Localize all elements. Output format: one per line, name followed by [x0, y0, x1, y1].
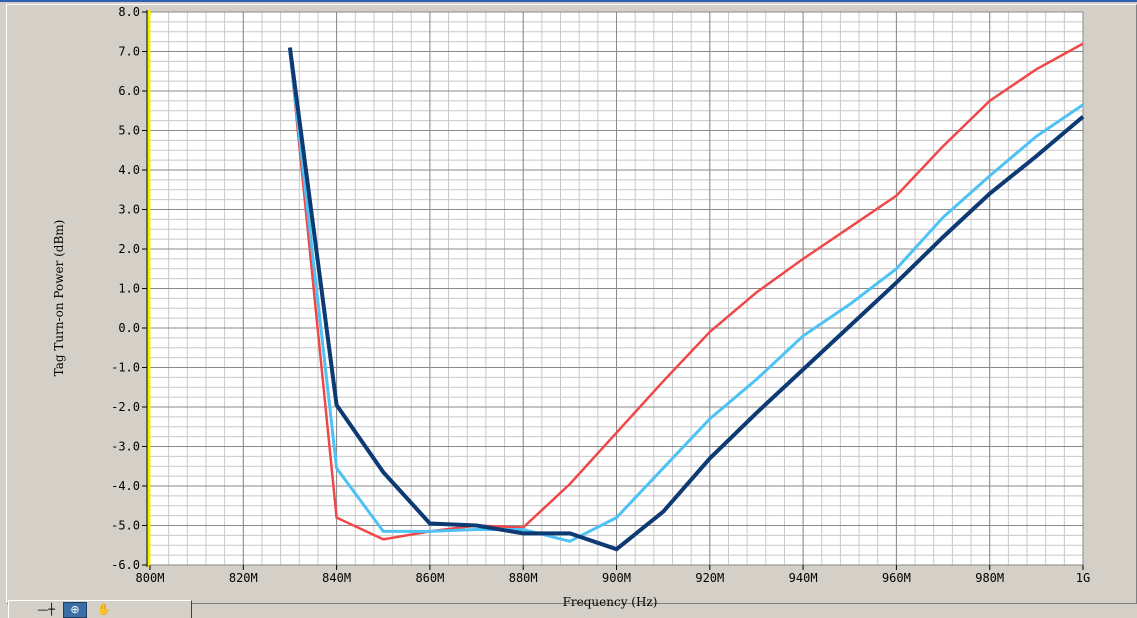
y-tick-label: 7.0: [118, 45, 140, 59]
window-top-border: [0, 0, 1137, 2]
y-tick-label: 4.0: [118, 163, 140, 177]
y-tick-label: -6.0: [111, 558, 140, 572]
x-tick-label: 920M: [695, 571, 724, 585]
y-tick-label: -2.0: [111, 400, 140, 414]
y-tick-label: -4.0: [111, 479, 140, 493]
cursor-tool-icon[interactable]: —┼: [37, 603, 55, 616]
y-tick-label: 3.0: [118, 203, 140, 217]
y-tick-label: -5.0: [111, 519, 140, 533]
y-axis-title: Tag Turn-on Power (dBm): [52, 220, 66, 377]
x-tick-label: 860M: [415, 571, 444, 585]
x-tick-label: 940M: [789, 571, 818, 585]
y-tick-label: 6.0: [118, 84, 140, 98]
y-tick-label: 8.0: [118, 5, 140, 19]
y-tick-label: 5.0: [118, 124, 140, 138]
x-tick-label: 1G: [1076, 571, 1090, 585]
y-tick-label: 2.0: [118, 242, 140, 256]
x-tick-label: 820M: [229, 571, 258, 585]
pan-tool-icon[interactable]: ✋: [97, 603, 111, 616]
zoom-tool-icon[interactable]: ⊕: [63, 601, 87, 618]
y-tick-label: 1.0: [118, 282, 140, 296]
series-line-2: [288, 51, 1084, 543]
x-axis-title: Frequency (Hz): [563, 595, 658, 609]
y-tick-label: -1.0: [111, 361, 140, 375]
graph-palette: —┼ ⊕ ✋: [8, 600, 192, 618]
x-tick-label: 960M: [882, 571, 911, 585]
series-line-3: [287, 47, 1085, 552]
x-tick-label: 800M: [136, 571, 165, 585]
x-tick-label: 900M: [602, 571, 631, 585]
x-tick-label: 980M: [975, 571, 1004, 585]
y-tick-label: 0.0: [118, 321, 140, 335]
x-tick-label: 880M: [509, 571, 538, 585]
x-tick-label: 840M: [322, 571, 351, 585]
y-tick-label: -3.0: [111, 440, 140, 454]
